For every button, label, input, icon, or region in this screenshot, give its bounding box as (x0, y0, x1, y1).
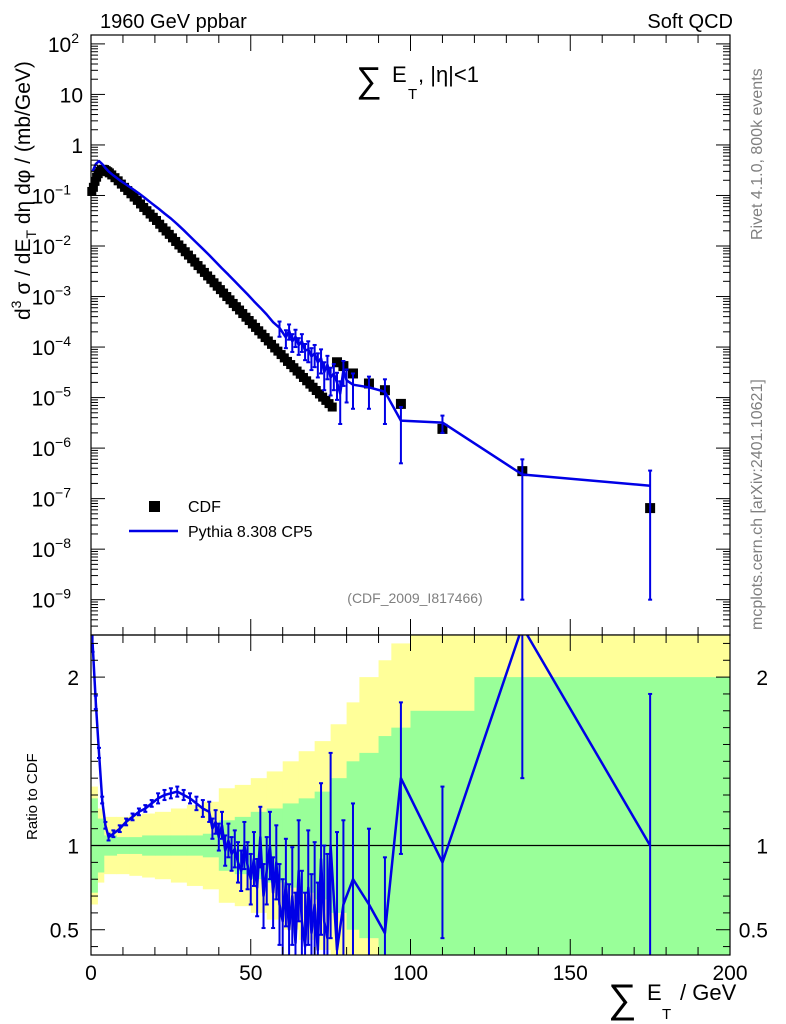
plot-title: ∑ E T , |η|<1 (356, 59, 479, 103)
ratio-y-tick-label-right: 1 (756, 836, 768, 859)
ylabel-d: d (12, 308, 35, 320)
y-tick-base: 10 (32, 337, 55, 360)
y-tick-base: 10 (32, 590, 55, 613)
title-rest: , |η|<1 (418, 62, 479, 87)
y-tick-base: 10 (32, 287, 55, 310)
x-tick-label: 200 (712, 962, 747, 985)
legend-cdf-label: CDF (188, 499, 221, 516)
y-tick-base: 10 (32, 438, 55, 461)
ratio-y-tick-label-right: 2 (756, 667, 768, 690)
ratio-y-tick-label-right: 0.5 (739, 920, 768, 943)
y-tick-base: 10 (32, 185, 55, 208)
x-axis-label: ∑ E T / GeV (608, 977, 737, 1023)
ylabel-exp: 3 (8, 300, 24, 308)
y-tick-exponent: −5 (55, 384, 71, 400)
y-tick-label: 10−7 (32, 485, 72, 512)
y-tick-label: 10−5 (32, 384, 72, 411)
y-tick-label: 10−1 (32, 181, 72, 208)
xlabel-rest: / GeV (680, 980, 737, 1005)
rivet-version-label: Rivet 4.1.0, 800k events (749, 68, 766, 240)
y-tick-exponent: −4 (55, 333, 71, 349)
y-tick-exponent: −6 (55, 434, 71, 450)
x-tick-label: 150 (553, 962, 588, 985)
main-axes: 10210110−110−210−310−410−510−610−710−810… (32, 30, 731, 636)
y-tick-exponent: 2 (71, 30, 79, 46)
x-tick-label: 0 (85, 962, 97, 985)
xlabel-sum-symbol: ∑ (608, 977, 637, 1021)
cdf-data-point (327, 402, 337, 412)
y-tick-exponent: −1 (55, 181, 71, 197)
y-tick-base: 10 (32, 489, 55, 512)
y-tick-label: 10−6 (32, 434, 72, 461)
xlabel-variable: E (647, 980, 662, 1005)
y-tick-exponent: −8 (55, 535, 71, 551)
cdf-data-point (395, 398, 406, 409)
ylabel-rest: dη dφ / (mb/GeV) (12, 61, 35, 230)
mcplots-label: mcplots.cern.ch [arXiv:2401.10621] (749, 379, 766, 630)
y-tick-base: 10 (48, 34, 71, 57)
process-label: Soft QCD (647, 11, 733, 33)
y-tick-label: 10−3 (32, 283, 72, 310)
ratio-y-axis-label: Ratio to CDF (24, 753, 41, 840)
y-tick-label: 10 (60, 84, 83, 107)
y-tick-label: 10−8 (32, 535, 72, 562)
y-tick-label: 1 (71, 135, 83, 158)
main-frame (90, 34, 731, 636)
main-data-layer (87, 159, 656, 601)
ratio-bands (91, 635, 731, 955)
ylabel-mid: σ / dE (12, 239, 35, 301)
cdf-data-point (88, 182, 98, 192)
title-subscript: T (408, 86, 417, 103)
ratio-y-tick-label-left: 1 (67, 836, 79, 859)
title-sum-symbol: ∑ (356, 59, 382, 100)
legend: CDF Pythia 8.308 CP5 (129, 499, 313, 541)
ylabel-sub: T (23, 230, 39, 239)
ratio-y-tick-label-left: 0.5 (50, 920, 79, 943)
y-tick-base: 10 (32, 388, 55, 411)
legend-cdf-marker (149, 501, 160, 512)
y-tick-label: 10−9 (32, 586, 72, 613)
pythia-curve (91, 159, 651, 487)
collider-label: 1960 GeV ppbar (100, 11, 247, 33)
xlabel-subscript: T (662, 1006, 671, 1023)
y-tick-exponent: −3 (55, 283, 71, 299)
legend-pythia-label: Pythia 8.308 CP5 (188, 524, 313, 541)
analysis-id: (CDF_2009_I817466) (347, 590, 482, 606)
cdf-data-point (332, 357, 343, 368)
x-tick-label: 50 (239, 962, 262, 985)
ratio-y-tick-label-left: 2 (67, 667, 79, 690)
ratio-data-layer (90, 635, 653, 955)
title-variable: E (392, 62, 407, 87)
y-tick-base: 10 (32, 539, 55, 562)
ratio-curve (91, 635, 652, 952)
y-tick-base: 10 (32, 236, 55, 259)
y-tick-label: 10−4 (32, 333, 72, 360)
stat-uncertainty-band (474, 677, 731, 955)
y-tick-label: 102 (48, 30, 79, 57)
y-tick-exponent: −2 (55, 232, 71, 248)
y-tick-exponent: −9 (55, 586, 71, 602)
main-y-axis-label: d3 σ / dET dη dφ / (mb/GeV) (8, 61, 39, 320)
y-tick-label: 10−2 (32, 232, 72, 259)
x-tick-label: 100 (393, 962, 428, 985)
y-tick-exponent: −7 (55, 485, 71, 501)
ratio-axes: 0 50 100 150 200 0.5 0.5 1 1 2 2 (50, 635, 768, 985)
